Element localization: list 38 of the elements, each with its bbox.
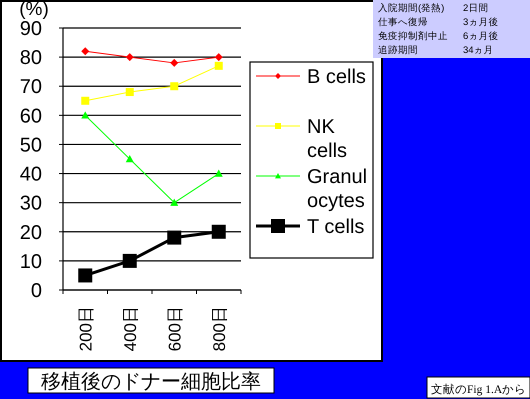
legend-label: NK cells [307, 116, 348, 162]
y-tick-label: 80 [20, 47, 42, 70]
y-tick-label: 30 [20, 192, 42, 215]
point [126, 53, 134, 62]
y-axis-title: (%) [19, 0, 49, 20]
y-tick-label: 0 [30, 280, 42, 302]
info: 入院期間(発熱) 2日間 仕事へ復帰 3ヵ月後 免疫抑制剤中止 6ヵ月後 追跡期間 34ヵ月 [373, 0, 530, 58]
point [81, 111, 90, 119]
point [126, 155, 134, 162]
point [214, 170, 223, 177]
point [81, 96, 90, 105]
legend-label: T cells [307, 216, 364, 238]
y-tick-label: 50 [20, 134, 42, 156]
source: 文献のFig 1.Aから [426, 376, 530, 398]
point [167, 230, 182, 245]
point [78, 268, 92, 282]
point [122, 254, 137, 268]
title: 移植後のドナー細胞比率 [28, 368, 274, 394]
x-tick-label: 800日 [210, 306, 229, 352]
point [214, 62, 223, 70]
y-tick-label: 90 [20, 18, 42, 40]
point [212, 224, 226, 239]
x-tick-label: 400日 [120, 306, 140, 352]
point [170, 82, 178, 90]
y-tick-label: 60 [20, 105, 42, 128]
y-tick-label: 40 [20, 164, 42, 186]
point [170, 58, 178, 67]
x-tick-label: 600日 [165, 306, 184, 352]
y-tick-label: 10 [20, 250, 42, 273]
y-tick-label: 70 [20, 76, 42, 98]
legend-label: Granulocytes [307, 166, 368, 212]
point [81, 47, 90, 56]
point [126, 88, 134, 96]
x-tick-label: 200日 [76, 306, 96, 352]
legend-label: B cells [307, 66, 366, 88]
y-tick-label: 20 [20, 222, 42, 244]
point [214, 53, 223, 62]
point [170, 198, 178, 206]
